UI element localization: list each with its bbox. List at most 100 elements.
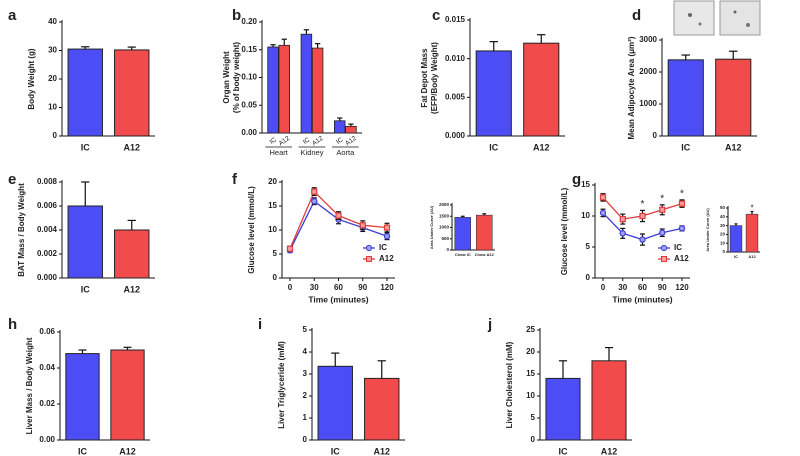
y-tick-label: 10 (526, 391, 535, 400)
panel-letter: j (487, 316, 492, 333)
x-axis-label: Time (minutes) (612, 294, 672, 304)
y-tick-label: 10 (581, 211, 590, 220)
marker (599, 194, 607, 201)
x-tick-label: IC (81, 142, 91, 152)
y-tick-label: 3 (303, 369, 308, 378)
y-tick-label: 20 (48, 74, 57, 83)
panel-letter: c (432, 7, 440, 24)
y-tick-label: 2000 (439, 202, 450, 207)
y-tick-label: 3000 (639, 35, 657, 44)
micrograph-detail (688, 13, 692, 17)
legend-label: A12 (379, 254, 394, 263)
micrograph-detail (733, 10, 737, 14)
y-axis-label: Fat Depot Mass (420, 48, 429, 108)
x-tick-label: IC (81, 284, 91, 294)
y-tick-label: 40 (48, 17, 57, 26)
y-tick-label: 1000 (639, 99, 657, 108)
y-tick-label: 0.000 (445, 131, 466, 140)
y-tick-label: 15 (581, 180, 590, 189)
bar (475, 50, 512, 137)
y-tick-label: 0 (303, 435, 308, 444)
marker (659, 229, 666, 236)
y-tick-label: 0.000 (37, 273, 58, 282)
bar (715, 58, 752, 137)
legend-marker (661, 256, 667, 262)
y-tick-label: 0.20 (241, 17, 257, 26)
marker (678, 225, 686, 232)
y-axis-label: Organ Weight (222, 51, 231, 104)
adipocyte-images (673, 0, 761, 36)
significance-mark: * (680, 189, 684, 200)
y-tick-label: 15 (268, 201, 277, 210)
y-tick-label: 0.008 (37, 177, 58, 186)
marker (639, 212, 646, 220)
bar (317, 365, 353, 441)
y-tick-label: 20 (268, 177, 277, 186)
y-axis-label: Glucose level (mmol/L) (247, 186, 256, 274)
panel-letter: a (8, 7, 17, 24)
marker (599, 209, 607, 217)
series-label: A12 (344, 135, 358, 148)
x-tick-label: A12 (748, 254, 756, 259)
x-tick-label: A12 (725, 142, 742, 152)
y-tick-label: 0.05 (241, 100, 257, 109)
panel-letter: e (8, 171, 16, 188)
x-tick-label: 120 (675, 283, 689, 292)
bar (67, 205, 103, 279)
y-tick-label: 20 (720, 232, 726, 237)
y-tick-label: 5 (303, 325, 308, 334)
x-tick-label: IC (489, 142, 499, 152)
x-tick-label: A12 (123, 284, 140, 294)
x-tick-label: A12 (373, 446, 390, 456)
y-axis-label: Mean Adipocyte Area (μm²) (627, 36, 636, 139)
marker (659, 206, 666, 213)
marker (335, 212, 342, 219)
y-tick-label: 0 (446, 247, 449, 252)
y-axis-label: (EFP/Body Weight) (430, 42, 439, 114)
marker (311, 188, 318, 195)
x-tick-label: 0 (288, 283, 293, 292)
y-tick-label: 0.015 (445, 15, 466, 24)
legend-label: IC (674, 243, 682, 252)
legend-label: IC (379, 243, 387, 252)
y-tick-label: 5 (586, 242, 591, 251)
bar (545, 377, 581, 441)
y-axis-label: Area Under Curve (AU) (705, 208, 710, 252)
x-tick-label: A12 (123, 142, 140, 152)
x-axis-label: Time (minutes) (308, 294, 368, 304)
y-tick-label: 0.15 (241, 45, 257, 54)
bar (67, 48, 103, 137)
y-tick-label: 0.04 (39, 363, 55, 372)
x-tick-label: 30 (310, 283, 319, 292)
significance-mark: * (750, 204, 753, 213)
y-tick-label: 0 (653, 131, 658, 140)
panel-letter: i (258, 316, 262, 333)
y-tick-label: 10 (48, 103, 57, 112)
y-tick-label: 0.006 (37, 201, 58, 210)
y-axis-label: Liver Mass / Body Weight (25, 337, 34, 434)
marker (678, 200, 686, 207)
bar (114, 229, 150, 279)
group-label: Kidney (301, 148, 324, 157)
bar (114, 49, 150, 137)
y-tick-label: 0.06 (39, 327, 55, 336)
panel-letter: g (572, 171, 581, 188)
y-tick-label: 2000 (639, 67, 657, 76)
bar (745, 213, 759, 253)
y-tick-label: 4 (303, 347, 308, 356)
legend-marker (366, 256, 372, 262)
bar (667, 59, 704, 137)
y-axis-label: Glucose level (mmol/L) (560, 187, 569, 275)
bar (364, 377, 400, 441)
y-tick-label: 0.002 (37, 249, 58, 258)
y-tick-label: 0 (53, 131, 58, 140)
x-tick-label: IC (681, 142, 691, 152)
x-tick-label: 60 (334, 283, 343, 292)
y-tick-label: 1000 (439, 225, 450, 230)
y-tick-label: 5 (273, 249, 278, 258)
marker (619, 216, 626, 223)
x-tick-label: Chow IC (455, 252, 471, 257)
significance-mark: * (641, 199, 645, 210)
y-tick-label: 0.10 (241, 73, 257, 82)
marker (619, 230, 626, 237)
